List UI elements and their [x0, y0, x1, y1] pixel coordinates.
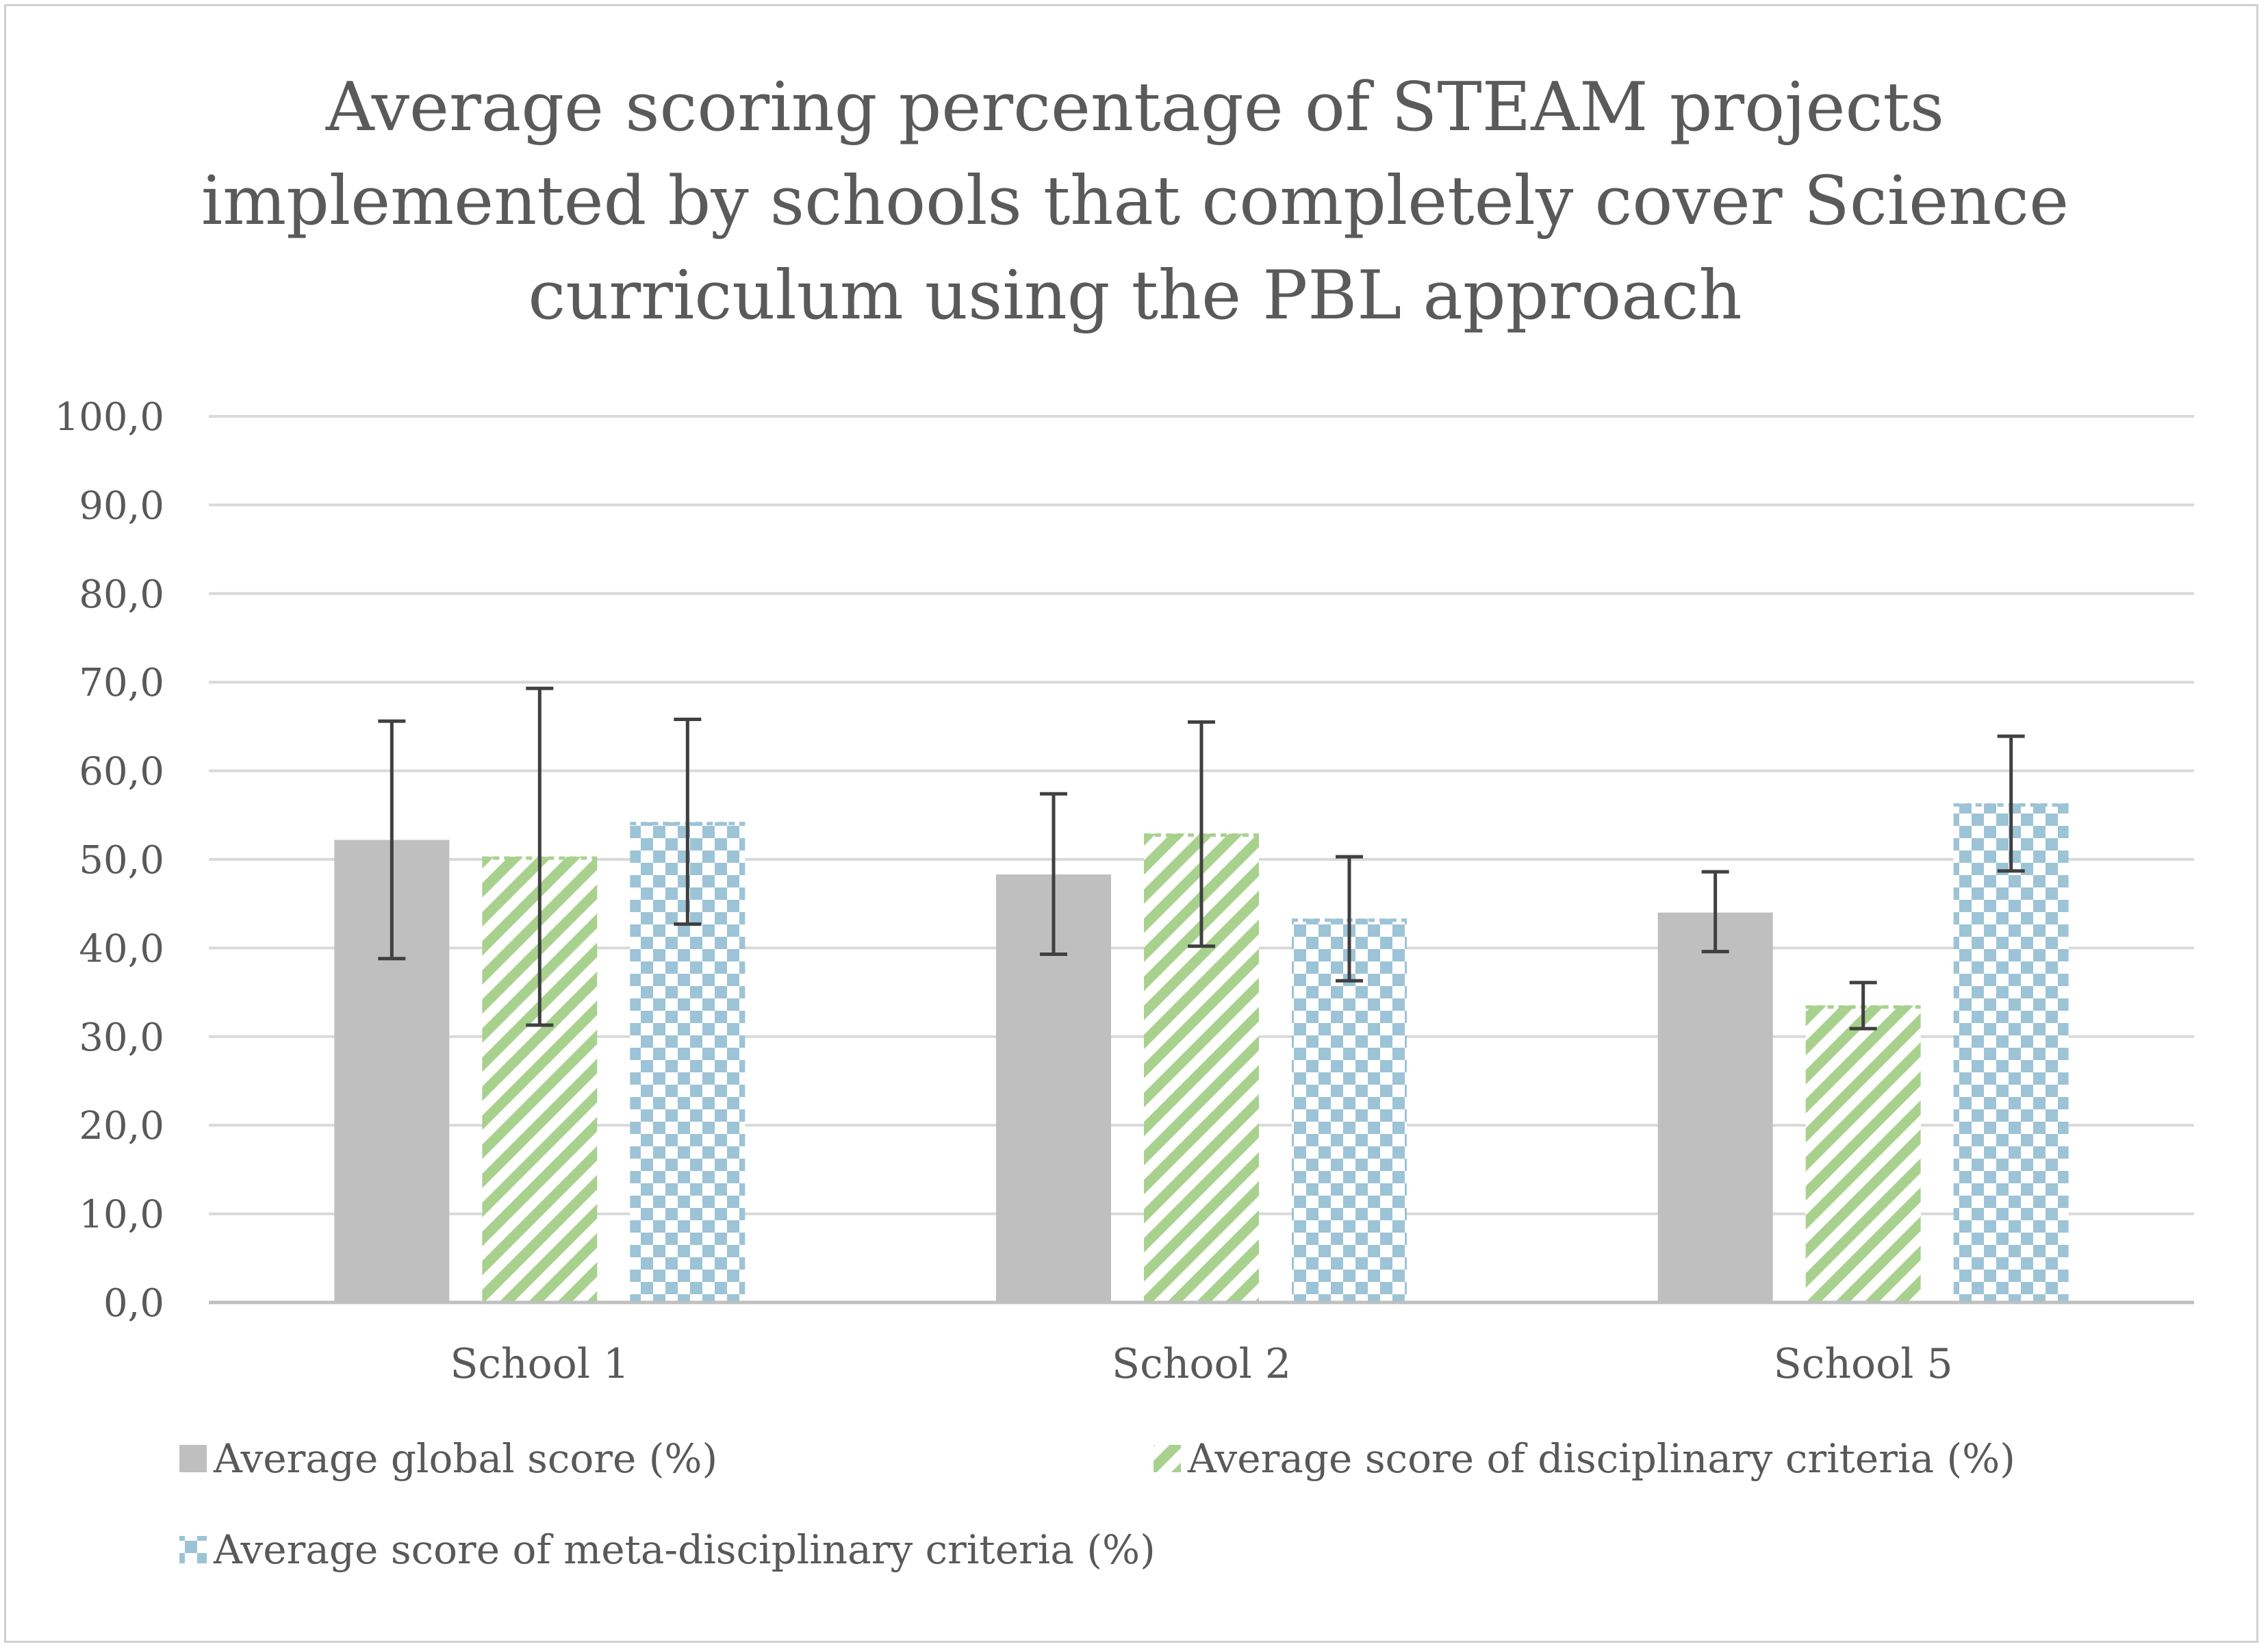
error-bars [378, 686, 2025, 1031]
legend-swatch [179, 1445, 207, 1472]
y-tick-label: 80,0 [79, 572, 164, 617]
error-bar-2-3 [1849, 981, 1877, 1031]
y-axis-tick-labels: 0,0 10,0 20,0 30,0 40,0 50,0 60,0 70,0 80,0 90,0 1… [55, 395, 164, 1326]
error-bar-3-2 [1336, 855, 1363, 983]
legend-label: Average score of meta-disciplinary crite… [213, 1526, 1156, 1573]
error-bar-3-1 [674, 718, 702, 926]
bar-2-3 [1805, 1005, 1921, 1302]
y-tick-label: 20,0 [79, 1104, 164, 1148]
legend-label: Average global score (%) [213, 1435, 717, 1482]
bar-3-2 [1292, 918, 1407, 1302]
chart-frame [4, 4, 2258, 1643]
x-category-label: School 2 [1112, 1340, 1291, 1388]
legend-label: Average score of disciplinary criteria (… [1187, 1435, 2015, 1482]
chart-title-line-1: Average scoring percentage of STEAM proj… [325, 68, 1944, 147]
y-tick-label: 60,0 [79, 750, 164, 794]
chart-title-line-2: implemented by schools that completely c… [201, 162, 2069, 240]
y-tick-label: 50,0 [79, 838, 164, 883]
y-tick-label: 40,0 [79, 927, 164, 971]
error-bar-1-1 [378, 719, 406, 961]
y-tick-label: 10,0 [79, 1193, 164, 1237]
y-tick-label: 30,0 [79, 1016, 164, 1060]
chart-title-line-3: curriculum using the PBL approach [528, 257, 1742, 335]
legend: Average global score (%) Average score of… [179, 1435, 2015, 1573]
bar-1-3 [1657, 912, 1773, 1302]
error-bar-3-3 [1997, 734, 2025, 873]
error-bar-2-1 [526, 686, 554, 1027]
error-bar-1-2 [1040, 792, 1067, 956]
y-tick-label: 90,0 [79, 483, 164, 528]
legend-item-2: Average score of disciplinary criteria (… [1154, 1435, 2015, 1482]
x-category-label: School 1 [450, 1340, 629, 1388]
y-tick-label: 70,0 [79, 661, 164, 705]
x-axis-category-labels: School 1 School 2 School 5 [450, 1340, 1952, 1388]
error-bar-1-3 [1701, 870, 1729, 954]
y-tick-label: 0,0 [103, 1281, 164, 1326]
error-bar-2-2 [1188, 720, 1215, 948]
y-tick-label: 100,0 [55, 395, 164, 440]
legend-item-3: Average score of meta-disciplinary crite… [179, 1526, 1156, 1573]
x-category-label: School 5 [1774, 1340, 1953, 1388]
legend-swatch [179, 1536, 207, 1563]
legend-item-1: Average global score (%) [179, 1435, 717, 1482]
legend-swatch [1154, 1445, 1181, 1472]
bar-3-3 [1953, 803, 2069, 1302]
chart-title: Average scoring percentage of STEAM proj… [201, 68, 2069, 335]
